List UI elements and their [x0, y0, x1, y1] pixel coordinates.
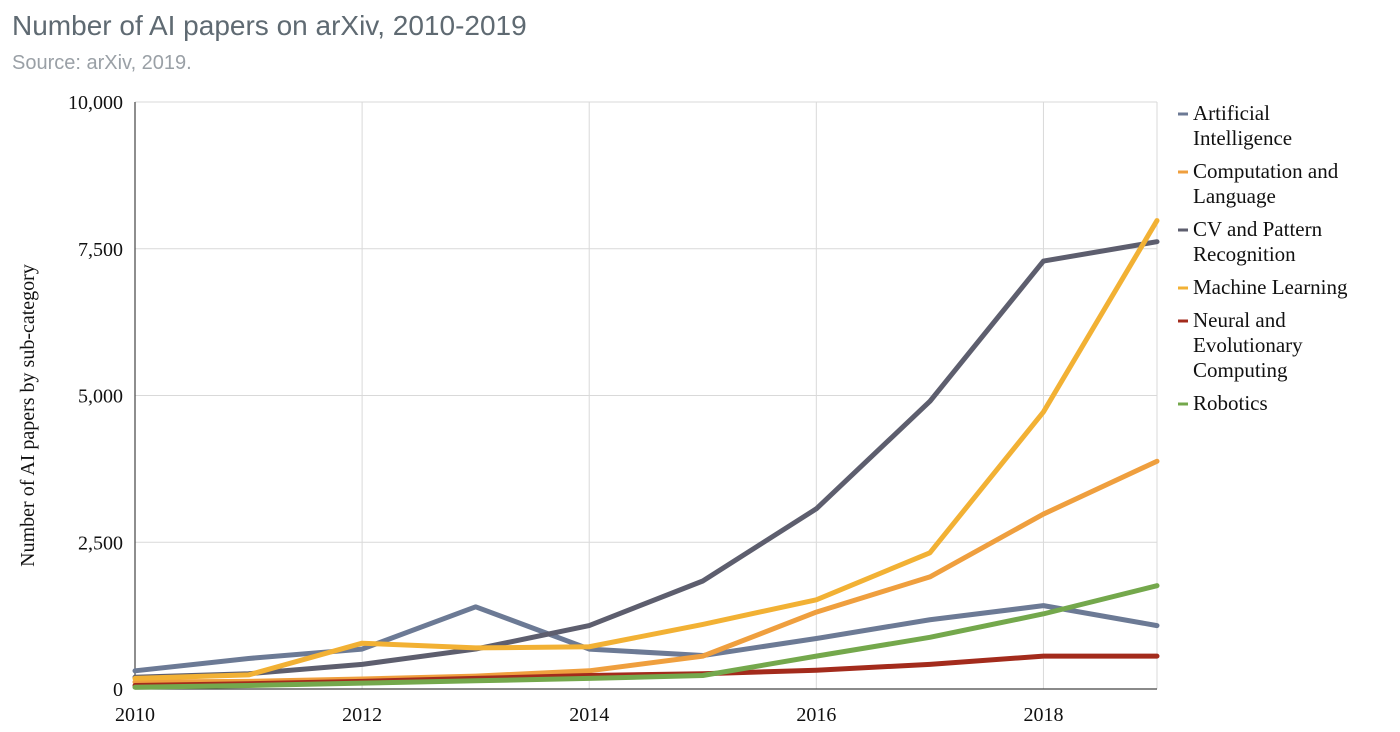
tick-labels: 0 2,500 5,000 7,500 10,000 2010 2012 2014 2016 20…: [68, 92, 1063, 726]
chart-title: Number of AI papers on arXiv, 2010-2019: [12, 10, 527, 41]
chart-subtitle: Source: arXiv, 2019.: [12, 52, 192, 74]
series-lines: [132, 218, 1160, 690]
series-line-computation-and-language: [132, 458, 1160, 685]
x-tick-label: 2014: [569, 704, 609, 726]
y-tick-label: 7,500: [78, 239, 123, 261]
legend-label: Robotics: [1193, 391, 1268, 415]
legend-label: Artificial: [1193, 101, 1270, 125]
legend-item: Machine Learning: [1178, 275, 1348, 299]
legend-label: Computing: [1193, 358, 1288, 382]
y-tick-label: 5,000: [78, 386, 123, 408]
axes: [134, 102, 1157, 690]
legend-label: Machine Learning: [1193, 275, 1348, 299]
legend-label: Evolutionary: [1193, 333, 1303, 357]
legend-label: Neural and: [1193, 308, 1286, 332]
series-line-cv-and-pattern-recognition: [132, 239, 1160, 680]
legend-label: Computation and: [1193, 159, 1339, 183]
x-tick-label: 2018: [1023, 704, 1063, 726]
y-tick-label: 0: [113, 679, 123, 701]
series-line-artificial-intelligence: [132, 603, 1160, 674]
y-tick-label: 10,000: [68, 92, 123, 114]
y-axis-title: Number of AI papers by sub-category: [17, 264, 39, 567]
y-tick-label: 2,500: [78, 532, 123, 554]
legend-label: Recognition: [1193, 242, 1296, 266]
x-tick-label: 2012: [342, 704, 382, 726]
legend-label: CV and Pattern: [1193, 217, 1323, 241]
series-line-machine-learning: [132, 218, 1160, 681]
legend-label: Intelligence: [1193, 126, 1292, 150]
series-line-robotics: [132, 583, 1160, 690]
x-tick-label: 2016: [796, 704, 836, 726]
x-tick-label: 2010: [115, 704, 155, 726]
legend-label: Language: [1193, 184, 1276, 208]
legend-item: Robotics: [1178, 391, 1268, 415]
